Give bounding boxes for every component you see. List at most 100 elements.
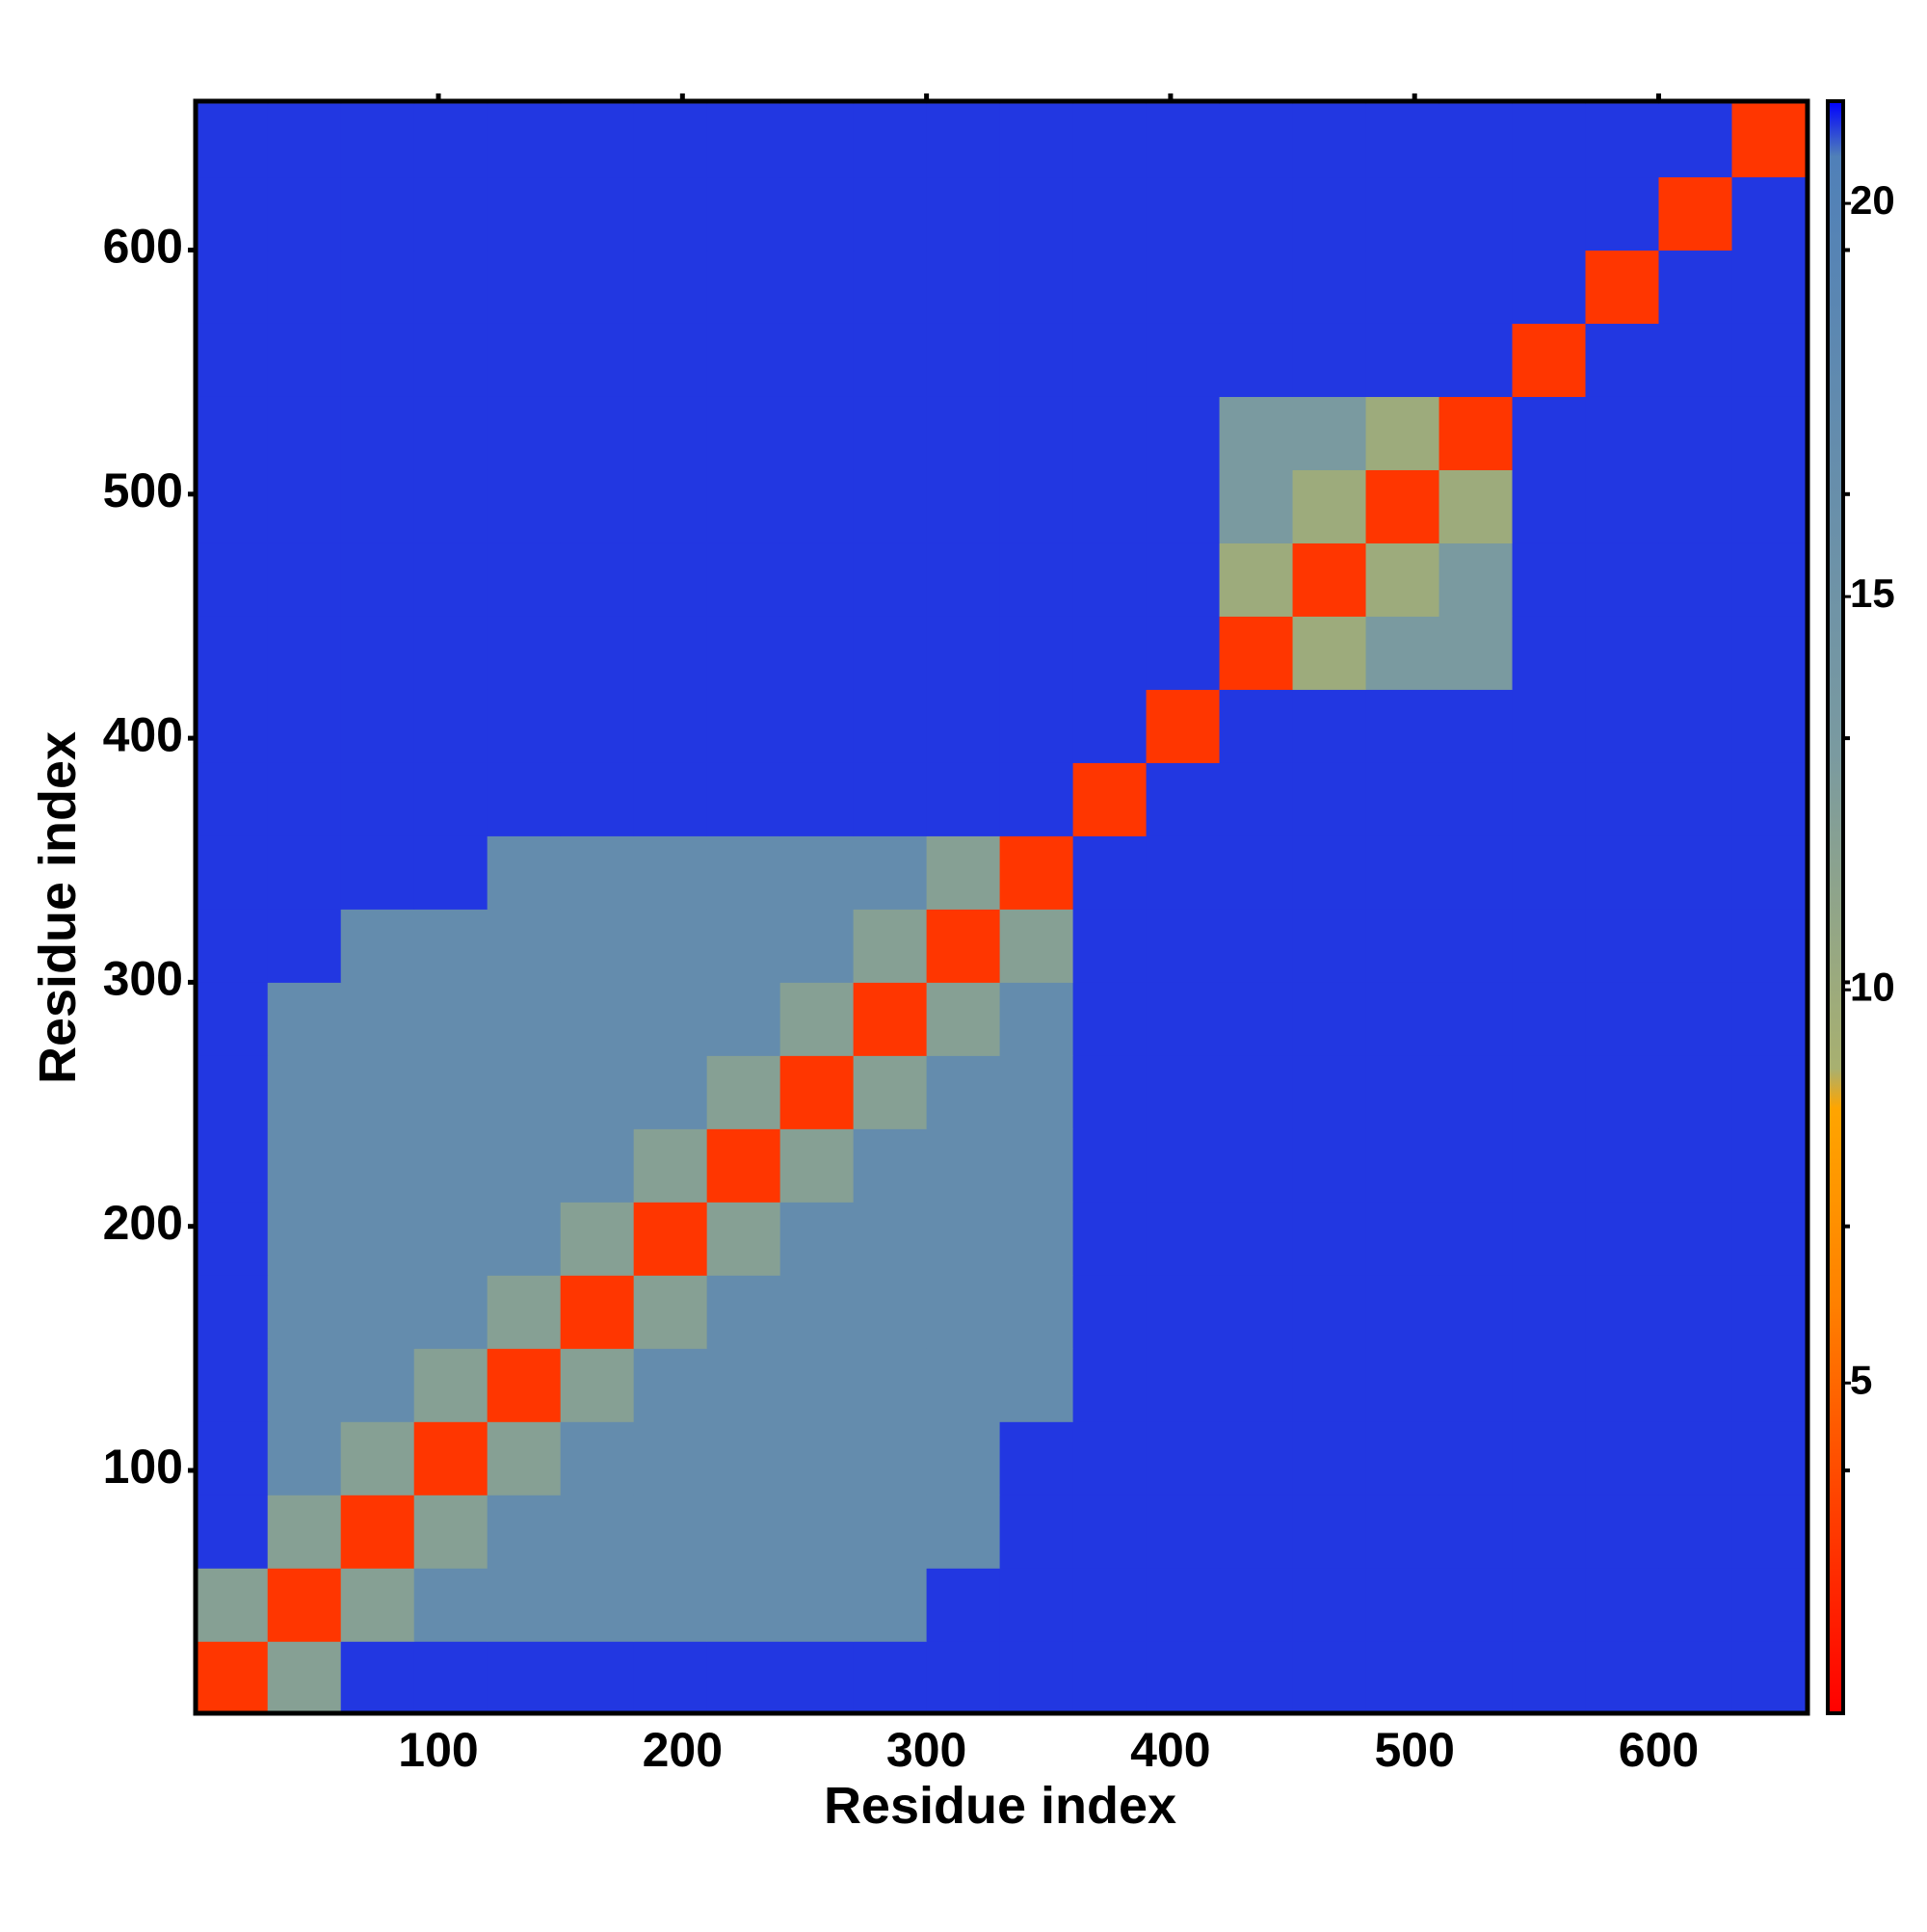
- heatmap-cell: [1585, 616, 1659, 690]
- heatmap-cell: [1585, 176, 1659, 251]
- heatmap-cell: [1219, 1202, 1294, 1276]
- heatmap-cell: [487, 689, 562, 763]
- heatmap-cell: [487, 1495, 562, 1569]
- heatmap-cell: [196, 469, 269, 543]
- heatmap-cell: [1072, 1421, 1148, 1495]
- heatmap-cell: [1585, 1055, 1659, 1129]
- heatmap-cell: [267, 1348, 342, 1422]
- heatmap-cell: [1731, 1275, 1806, 1349]
- heatmap-cell: [267, 1421, 342, 1495]
- heatmap-cell: [1219, 909, 1294, 983]
- heatmap-cell: [413, 103, 488, 178]
- heatmap-cell: [1658, 835, 1732, 910]
- heatmap-cell: [853, 1568, 928, 1642]
- colorbar-tick-label: 15: [1850, 570, 1895, 616]
- heatmap-cell: [926, 1641, 1001, 1713]
- heatmap-cell: [1292, 1568, 1367, 1642]
- heatmap-cell: [413, 616, 488, 690]
- heatmap-cell: [560, 250, 635, 324]
- heatmap-cell: [706, 909, 781, 983]
- heatmap-cell: [1512, 543, 1587, 617]
- heatmap-cell: [340, 616, 415, 690]
- heatmap-cell: [196, 909, 269, 983]
- heatmap-cell: [1731, 396, 1806, 470]
- heatmap-cell: [560, 176, 635, 251]
- heatmap-cell: [1658, 543, 1732, 617]
- heatmap-cell: [560, 469, 635, 543]
- heatmap-cell: [706, 543, 781, 617]
- heatmap-cell: [1658, 1128, 1732, 1203]
- heatmap-cell: [1585, 1202, 1659, 1276]
- heatmap-cell: [1365, 1641, 1440, 1713]
- heatmap-cell: [413, 1495, 488, 1569]
- heatmap-cell: [1146, 1202, 1221, 1276]
- heatmap-cell: [1146, 1495, 1221, 1569]
- heatmap-cell: [1292, 1202, 1367, 1276]
- heatmap-cell: [487, 616, 562, 690]
- heatmap-cell: [706, 616, 781, 690]
- heatmap-cell: [196, 396, 269, 470]
- x-tick-label: 200: [643, 1723, 723, 1777]
- heatmap-cell: [926, 396, 1001, 470]
- heatmap-cell: [1365, 1055, 1440, 1129]
- heatmap-cell: [340, 982, 415, 1056]
- heatmap-cell: [1146, 1275, 1221, 1349]
- heatmap-cell: [853, 250, 928, 324]
- heatmap-cell: [779, 616, 855, 690]
- heatmap-cell: [1731, 835, 1806, 910]
- heatmap-cell: [999, 1275, 1074, 1349]
- heatmap-cell: [340, 323, 415, 397]
- heatmap-cell: [1512, 1495, 1587, 1569]
- heatmap-cell: [1146, 323, 1221, 397]
- heatmap-cell: [340, 1568, 415, 1642]
- heatmap-cell: [1292, 762, 1367, 836]
- x-tick-label: 400: [1130, 1723, 1210, 1777]
- heatmap-cell: [853, 1421, 928, 1495]
- heatmap-cell: [1585, 982, 1659, 1056]
- heatmap-cell: [1512, 1421, 1587, 1495]
- heatmap-cell: [1658, 1348, 1732, 1422]
- heatmap-cell: [267, 1202, 342, 1276]
- heatmap-cell: [1731, 250, 1806, 324]
- heatmap-cell: [633, 1568, 708, 1642]
- heatmap-cell: [1585, 1275, 1659, 1349]
- heatmap-cell: [1658, 103, 1732, 178]
- heatmap-cell: [1439, 909, 1514, 983]
- heatmap-cell: [267, 982, 342, 1056]
- heatmap-cell: [413, 469, 488, 543]
- colorbar-frame: [1826, 99, 1845, 1715]
- heatmap-cell: [1072, 1348, 1148, 1422]
- heatmap-cell: [1219, 835, 1294, 910]
- heatmap-cell: [1365, 689, 1440, 763]
- heatmap-cell: [1512, 909, 1587, 983]
- heatmap-cell: [779, 1568, 855, 1642]
- heatmap-cell: [196, 1348, 269, 1422]
- heatmap-cell: [633, 1348, 708, 1422]
- heatmap-cell: [1658, 469, 1732, 543]
- heatmap-cell: [1146, 1641, 1221, 1713]
- heatmap-cell: [1658, 1055, 1732, 1129]
- heatmap-cell: [196, 616, 269, 690]
- heatmap-cell: [1731, 762, 1806, 836]
- heatmap-cell: [413, 1568, 488, 1642]
- heatmap-cell: [1439, 1128, 1514, 1203]
- heatmap-cell: [487, 762, 562, 836]
- heatmap-cell: [1585, 323, 1659, 397]
- heatmap-cell: [853, 1348, 928, 1422]
- heatmap-cell: [706, 103, 781, 178]
- heatmap-cell: [1146, 250, 1221, 324]
- heatmap-cell: [1219, 396, 1294, 470]
- heatmap-cell: [1439, 1055, 1514, 1129]
- heatmap-cell: [706, 1055, 781, 1129]
- heatmap-cell: [926, 543, 1001, 617]
- heatmap-cell: [1439, 1421, 1514, 1495]
- heatmap-cell: [413, 396, 488, 470]
- heatmap-cell: [413, 762, 488, 836]
- heatmap-cell: [1731, 323, 1806, 397]
- heatmap-cell: [999, 1641, 1074, 1713]
- heatmap-cell: [196, 1055, 269, 1129]
- heatmap-cell: [999, 616, 1074, 690]
- heatmap-cell: [633, 250, 708, 324]
- heatmap-cell: [1658, 176, 1732, 251]
- heatmap-cell: [779, 1641, 855, 1713]
